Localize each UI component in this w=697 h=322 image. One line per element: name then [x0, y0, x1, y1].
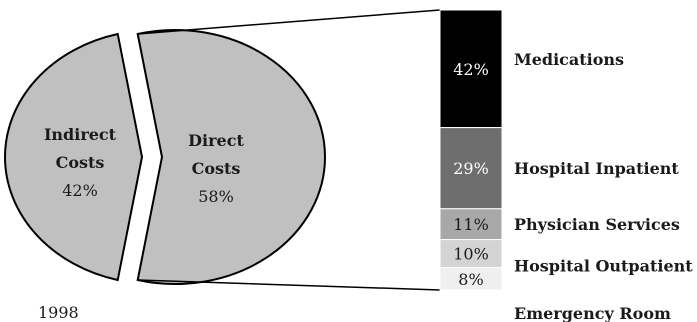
breakdown-labels: Medications Hospital Inpatient Physician S…	[514, 50, 693, 322]
bar-label-medications: Medications	[514, 50, 624, 69]
connector-lines	[137, 9, 441, 291]
bar-label-hospital-outpatient: Hospital Outpatient	[514, 257, 693, 276]
bar-value-hospital-inpatient: 29%	[453, 159, 489, 178]
bar-value-medications: 42%	[453, 60, 489, 79]
year-footnote: 1998	[38, 303, 79, 322]
pie-slice-direct-costs	[136, 29, 327, 285]
pie-value-indirect: 42%	[62, 181, 98, 200]
pie-label-indirect-line1: Indirect	[44, 125, 117, 144]
bar-label-emergency-room: Emergency Room	[514, 304, 671, 322]
bar-value-physician-services: 11%	[453, 215, 489, 234]
bar-segment-hospital-inpatient	[439, 127, 503, 210]
pie-group: Indirect Costs 42% Direct Costs 58%	[4, 29, 327, 285]
bar-label-hospital-inpatient: Hospital Inpatient	[514, 159, 679, 178]
pie-slice-indirect-costs	[4, 32, 144, 282]
pie-label-direct-line1: Direct	[188, 131, 244, 150]
bar-value-hospital-outpatient: 10%	[453, 245, 489, 264]
pie-label-direct-line2: Costs	[192, 159, 241, 178]
bar-label-physician-services: Physician Services	[514, 215, 680, 234]
pie-label-indirect-line2: Costs	[56, 153, 105, 172]
connector-line-top	[137, 9, 441, 35]
bar-segment-emergency-room	[439, 267, 503, 291]
bar-segment-medications	[439, 9, 503, 129]
bar-value-emergency-room: 8%	[458, 270, 483, 289]
pie-value-direct: 58%	[198, 187, 234, 206]
connector-line-bottom	[137, 279, 441, 291]
breakdown-bar: 42% 29% 11% 10% 8%	[439, 9, 503, 291]
